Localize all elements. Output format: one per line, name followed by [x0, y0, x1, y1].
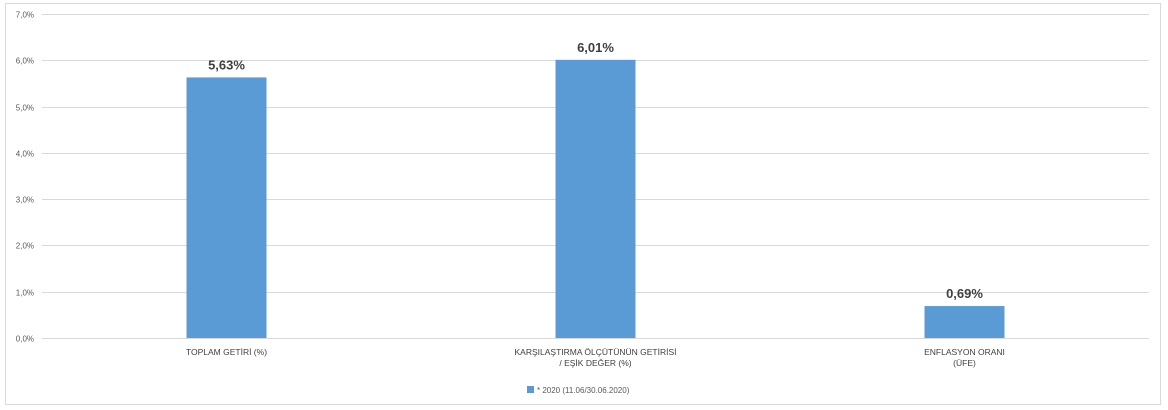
- y-tick-label: 3,0%: [16, 196, 34, 205]
- bars: [186, 59, 1005, 339]
- y-tick-label: 6,0%: [16, 57, 34, 66]
- data-labels: 5,63% 6,01% 0,69%: [208, 40, 983, 301]
- legend: * 2020 (11.06/30.06.2020): [527, 386, 630, 395]
- data-label: 0,69%: [946, 286, 983, 301]
- bar: [186, 77, 267, 338]
- y-axis-tick-labels: 0,0% 1,0% 2,0% 3,0% 4,0% 5,0% 6,0% 7,0%: [16, 11, 34, 344]
- legend-swatch: [527, 386, 534, 393]
- y-tick-label: 4,0%: [16, 150, 34, 159]
- y-tick-label: 1,0%: [16, 289, 34, 298]
- data-label: 6,01%: [577, 40, 614, 55]
- category-label: / EŞİK DEĞER (%): [559, 358, 631, 368]
- y-tick-label: 2,0%: [16, 242, 34, 251]
- legend-label: * 2020 (11.06/30.06.2020): [537, 386, 630, 395]
- y-tick-label: 5,0%: [16, 104, 34, 113]
- y-tick-label: 0,0%: [16, 335, 34, 344]
- bar: [555, 59, 636, 339]
- category-labels: TOPLAM GETİRİ (%) KARŞILAŞTIRMA ÖLÇÜTÜNÜN…: [186, 347, 1005, 368]
- category-label: (ÜFE): [953, 358, 976, 368]
- bar: [924, 306, 1005, 338]
- category-label: TOPLAM GETİRİ (%): [186, 347, 267, 357]
- data-label: 5,63%: [208, 57, 245, 72]
- y-tick-label: 7,0%: [16, 11, 34, 20]
- category-label: ENFLASYON ORANI: [924, 347, 1005, 357]
- category-label: KARŞILAŞTIRMA ÖLÇÜTÜNÜN GETİRİSİ: [515, 347, 677, 357]
